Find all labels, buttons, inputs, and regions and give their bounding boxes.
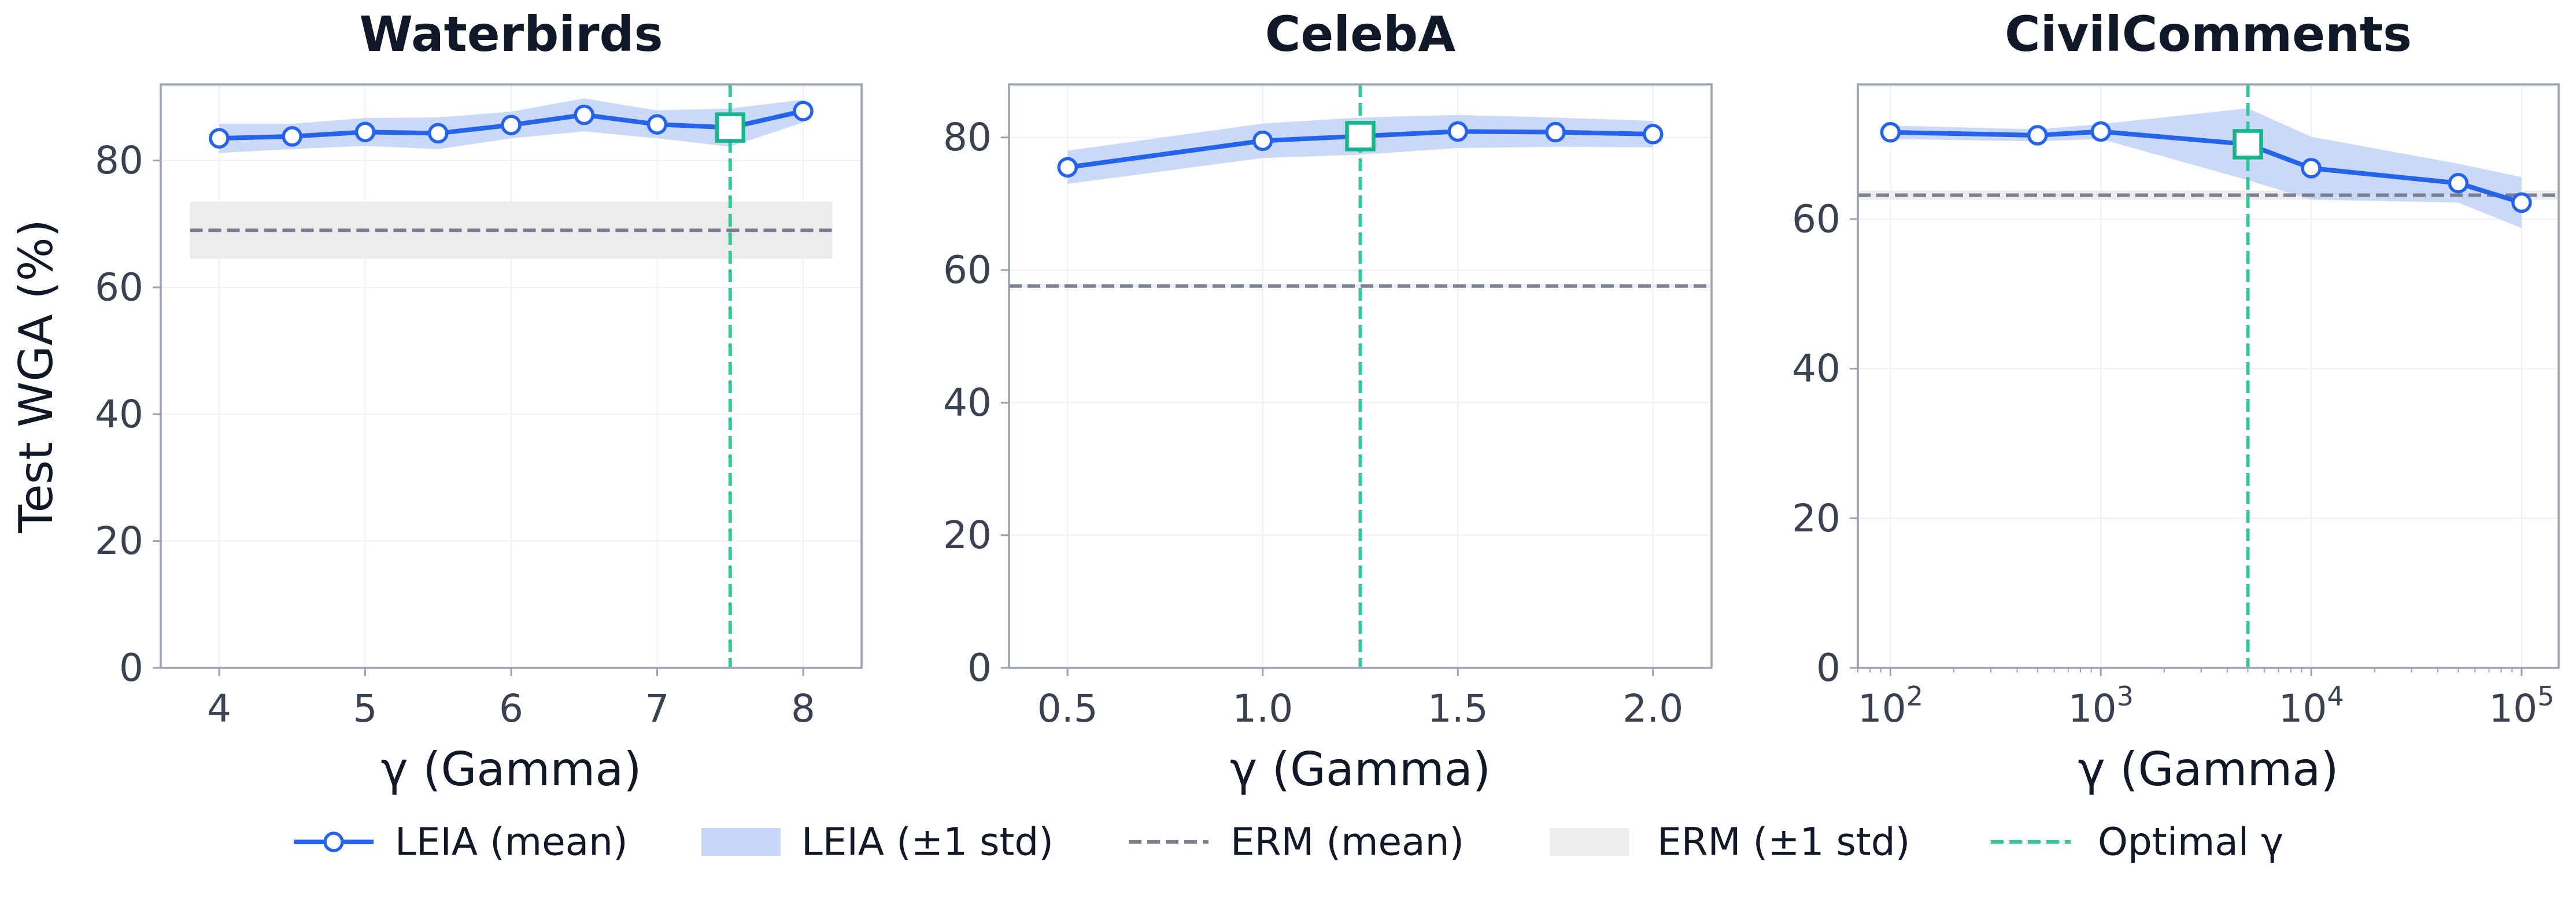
leia-data-point [354,121,376,143]
panel-title: Waterbirds [359,6,663,62]
leia-data-point [1643,124,1664,145]
y-tick-label: 0 [967,646,992,690]
leia-data-point [1447,121,1468,142]
y-tick-label: 60 [943,248,992,293]
panel-title: CelebA [1265,6,1456,62]
panel-title: CivilComments [2005,6,2412,62]
y-axis-label: Test WGA (%) [9,219,63,534]
x-tick-label: 4 [207,686,231,731]
legend-leia-mean-marker [323,832,344,852]
y-tick-label: 20 [1792,496,1840,541]
leia-data-point [282,126,302,147]
y-tick-label: 20 [95,519,143,563]
leia-data-point [646,114,668,135]
y-tick-label: 60 [1792,197,1840,241]
leia-data-point [574,104,594,125]
leia-data-point [2301,158,2322,179]
panel-civilcomments: 0 20 40 60 102 103 104 105 CivilComments γ (Gamma… [1792,6,2560,796]
x-axis-label: γ (Gamma) [2078,742,2338,796]
x-tick-label: 105 [2489,681,2554,731]
y-tick-label: 40 [95,392,143,437]
y-tick-label: 40 [943,380,992,425]
panel-celeba: 0 20 40 60 80 0.5 1.0 1.5 2.0 CelebA γ (Gamma) [943,6,1713,796]
x-tick-label: 5 [353,686,378,731]
leia-std-band [1890,108,2522,228]
x-tick-exponent: 2 [1906,681,1923,712]
y-tick-label: 80 [95,138,143,183]
legend-leia-std-label: LEIA (±1 std) [801,820,1054,864]
y-tick-label: 80 [943,115,992,160]
legend-leia-std-swatch [701,828,781,856]
y-tick-label: 20 [943,513,992,557]
legend-erm-std-swatch [1550,828,1629,856]
x-tick-label: 0.5 [1037,686,1098,731]
leia-data-point [428,123,449,144]
leia-data-point [1545,121,1566,143]
leia-data-point [209,128,230,149]
leia-data-point [1057,157,1078,178]
x-tick-label: 104 [2278,681,2344,731]
x-tick-label: 7 [645,686,670,731]
x-tick-label: 8 [791,686,815,731]
leia-data-point [2511,192,2532,213]
x-tick-label: 102 [1858,681,1923,731]
legend-erm-mean-label: ERM (mean) [1230,820,1464,864]
leia-data-point [2027,125,2048,146]
leia-data-point [2090,121,2111,142]
erm-std-band [1009,284,1712,289]
leia-mean-line [1065,129,1655,170]
optimal-point-marker [715,112,745,143]
leia-data-point [2448,173,2469,194]
x-tick-exponent: 4 [2327,681,2344,712]
x-tick-label: 1.0 [1232,686,1293,731]
panel-waterbirds: 0 20 40 60 80 4 5 6 7 8 Waterbirds γ (Gamma) Test WG… [9,6,863,796]
y-tick-label: 0 [119,646,143,690]
y-tick-label: 0 [1816,646,1840,690]
x-axis-label: γ (Gamma) [1230,742,1491,796]
x-tick-exponent: 5 [2537,681,2554,712]
leia-data-point [793,101,814,121]
leia-data-point [1252,130,1273,151]
x-tick-label: 1.5 [1428,686,1488,731]
leia-data-point [1880,122,1901,143]
optimal-point-marker [1345,121,1376,151]
y-tick-label: 60 [95,265,143,309]
x-axis-label: γ (Gamma) [380,742,641,796]
legend-erm-std-label: ERM (±1 std) [1657,820,1910,864]
x-tick-label: 2.0 [1623,686,1683,731]
legend-leia-mean-label: LEIA (mean) [395,820,628,864]
x-tick-exponent: 3 [2117,681,2134,712]
axes-frame [1857,83,2560,669]
x-tick-label: 6 [499,686,523,731]
legend: LEIA (mean) LEIA (±1 std) ERM (mean) ERM (±… [294,820,2283,864]
y-tick-label: 40 [1792,346,1840,391]
optimal-point-marker [2233,129,2263,160]
x-tick-label: 103 [2068,681,2134,731]
axes-frame [1008,83,1713,669]
leia-data-point [501,114,522,135]
legend-optimal-label: Optimal γ [2098,820,2283,864]
